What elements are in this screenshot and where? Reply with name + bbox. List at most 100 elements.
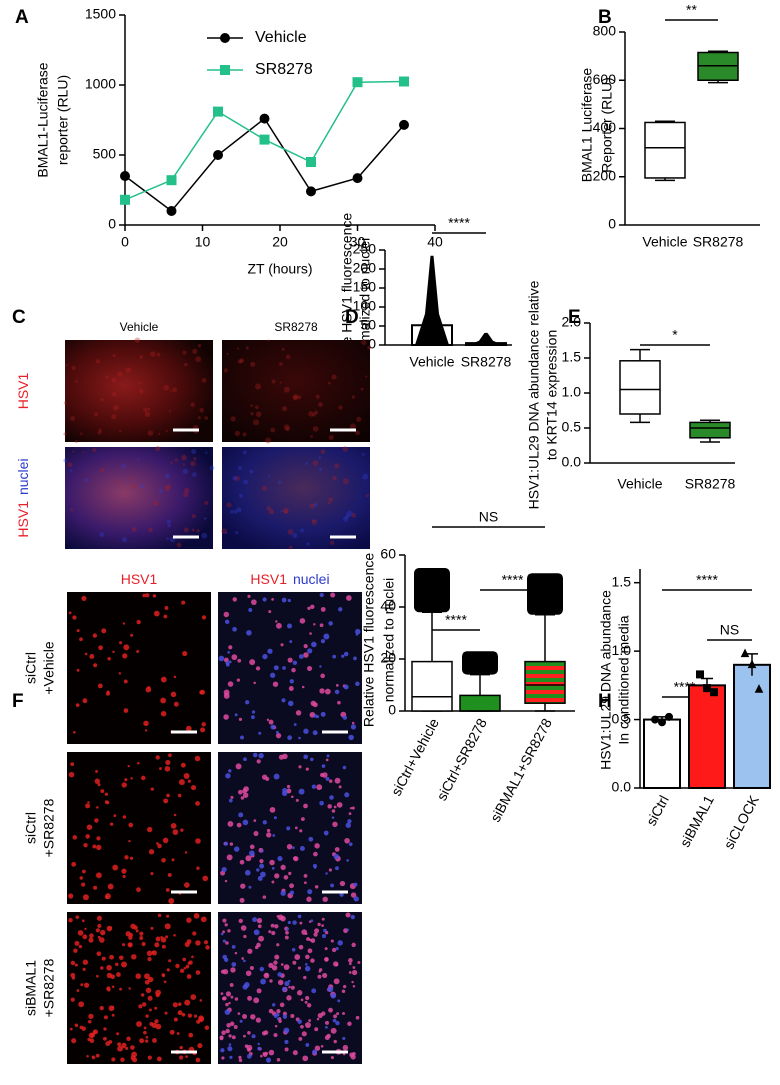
texture	[292, 533, 298, 538]
cell	[107, 656, 111, 661]
cell	[157, 913, 162, 918]
cell	[287, 920, 291, 925]
cell	[348, 962, 352, 966]
cell	[278, 1019, 282, 1023]
cell	[300, 817, 305, 821]
texture	[144, 411, 151, 418]
cell	[323, 928, 327, 933]
label-part: HSV1	[121, 571, 158, 587]
texture	[288, 545, 293, 550]
texture	[287, 528, 294, 535]
cell	[338, 607, 343, 612]
texture	[69, 469, 73, 473]
x-tick-label: SR8278	[461, 354, 512, 370]
cell	[186, 974, 192, 979]
cell	[173, 813, 177, 817]
cell	[154, 942, 160, 948]
cell	[145, 1039, 149, 1043]
cell	[281, 597, 287, 603]
cell	[163, 614, 168, 619]
texture	[283, 424, 290, 431]
cell	[338, 785, 342, 789]
marker	[213, 150, 223, 160]
cell	[169, 1029, 175, 1035]
cell	[177, 793, 182, 798]
cell	[272, 1003, 276, 1007]
cell	[243, 934, 247, 939]
texture	[67, 462, 73, 468]
cell	[275, 622, 282, 629]
cell	[233, 846, 240, 852]
cell	[173, 701, 179, 707]
cell	[348, 842, 353, 847]
cell	[267, 648, 273, 654]
texture	[63, 432, 67, 436]
marker	[352, 77, 363, 88]
y-tick-label: 0	[388, 702, 396, 718]
cell	[247, 995, 252, 1001]
texture	[105, 375, 109, 380]
cell	[323, 830, 329, 836]
cell	[165, 888, 170, 892]
texture	[271, 379, 276, 384]
cell	[305, 1043, 310, 1047]
texture	[82, 451, 85, 454]
marker	[696, 670, 704, 679]
cell	[177, 1010, 183, 1016]
cell	[324, 688, 331, 695]
cell	[96, 844, 102, 851]
micrograph	[65, 340, 213, 442]
cell	[144, 979, 150, 985]
cell	[109, 954, 114, 960]
texture	[312, 519, 315, 522]
cell	[317, 1013, 323, 1019]
cell	[314, 843, 320, 849]
cell	[99, 1005, 104, 1011]
cell	[333, 961, 339, 967]
panel-letter: D	[345, 307, 359, 328]
cell	[161, 944, 166, 949]
cell	[271, 867, 275, 870]
texture	[255, 383, 261, 390]
marker	[754, 684, 764, 693]
cell	[323, 633, 330, 640]
cell	[277, 972, 283, 977]
cell	[160, 710, 167, 717]
texture	[158, 433, 161, 436]
texture	[99, 531, 105, 538]
y-tick-label: 200	[353, 260, 377, 276]
cell	[253, 681, 256, 685]
cell	[228, 1001, 231, 1005]
texture	[262, 485, 268, 491]
cell	[186, 917, 192, 923]
cell	[304, 965, 311, 972]
cell	[263, 972, 270, 979]
cell	[228, 660, 232, 664]
cell	[128, 822, 134, 828]
cell	[256, 988, 262, 994]
cell	[263, 1052, 268, 1058]
cell	[108, 1005, 115, 1012]
cell	[147, 995, 153, 1001]
cell	[160, 676, 167, 683]
bar	[643, 718, 681, 789]
panel-letter: C	[12, 307, 26, 328]
cell	[136, 887, 141, 893]
cell	[297, 966, 302, 970]
cell	[222, 939, 226, 943]
cell	[81, 919, 85, 923]
cell	[308, 1019, 312, 1023]
y-axis-label: HSV1:UL29 DNA abundance relative	[526, 280, 542, 509]
cell	[336, 802, 343, 808]
texture	[328, 497, 333, 502]
cell	[125, 1046, 129, 1051]
texture	[174, 458, 178, 462]
texture	[279, 362, 283, 366]
y-tick-label: 600	[593, 71, 617, 87]
cell	[155, 936, 161, 942]
texture	[201, 378, 207, 383]
cell	[242, 819, 249, 826]
cell	[262, 820, 267, 825]
cell	[170, 691, 177, 698]
